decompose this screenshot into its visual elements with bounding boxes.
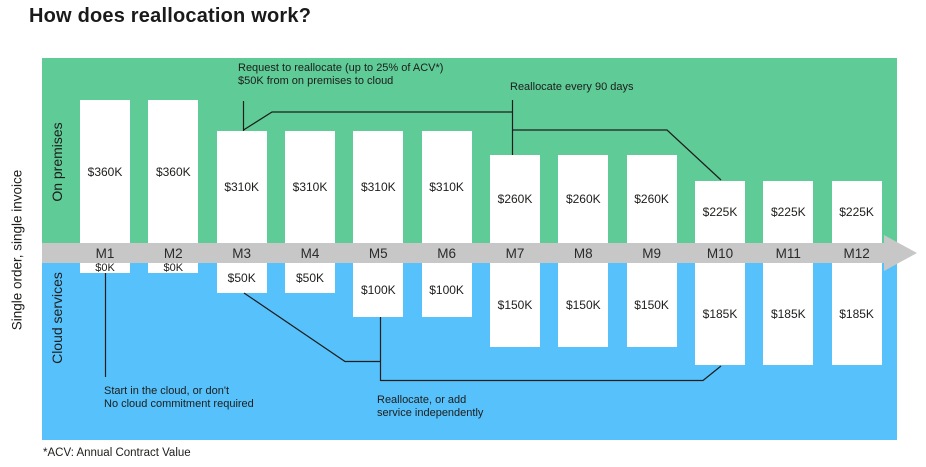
bar-value-label: $185K	[702, 307, 738, 321]
on-premises-bar-M8: $260K	[558, 155, 609, 243]
timeline-band	[42, 243, 884, 263]
annotation-reallocate-request: Request to reallocate (up to 25% of ACV*…	[238, 62, 443, 88]
on-premises-bar-M7: $260K	[490, 155, 540, 243]
cloud-bar-M9: $150K	[626, 263, 677, 347]
cloud-bar-M6: $100K	[421, 263, 472, 317]
cloud-bar-M11: $185K	[763, 263, 814, 365]
month-label-M12: M12	[843, 245, 870, 261]
single-order-label: Single order, single invoice	[9, 169, 25, 331]
on-premises-bar-M3: $310K	[216, 131, 267, 243]
on-premises-bar-M4: $310K	[285, 131, 335, 243]
on-premises-bar-M9: $260K	[626, 155, 677, 243]
bar-value-label: $260K	[497, 192, 533, 206]
bar-value-label: $100K	[429, 283, 464, 297]
annotation-line: Reallocate, or add	[377, 394, 467, 406]
bar-value-label: $0K	[163, 262, 184, 274]
annotation-line: service independently	[377, 407, 484, 419]
month-label-M10: M10	[706, 245, 734, 261]
bar-value-label: $310K	[360, 180, 396, 194]
bar-value-label: $150K	[565, 298, 601, 312]
bar-value-label: $310K	[224, 180, 260, 194]
on-premises-bar-M6: $310K	[421, 131, 472, 243]
month-label-M5: M5	[368, 245, 388, 261]
on-premises-bar-M2: $360K	[148, 100, 199, 243]
cloud-bar-M5: $100K	[353, 263, 404, 317]
bar-value-label: $360K	[87, 164, 123, 179]
bar-value-label: $310K	[429, 180, 464, 194]
bar-value-label: $185K	[839, 307, 874, 321]
bar-value-label: $0K	[95, 262, 115, 274]
cloud-bar-M8: $150K	[558, 263, 609, 347]
bar-value-label: $225K	[839, 205, 874, 219]
month-label-M8: M8	[573, 245, 593, 261]
bar-value-label: $50K	[227, 271, 256, 285]
bar-value-label: $100K	[360, 283, 396, 297]
annotation-start-in-cloud: Start in the cloud, or don't No cloud co…	[104, 385, 254, 411]
bar-value-label: $185K	[770, 307, 806, 321]
bar-value-label: $150K	[634, 298, 669, 312]
annotation-reallocate-or-add: Reallocate, or add service independently	[377, 394, 483, 420]
bar-value-label: $225K	[770, 205, 806, 219]
on-premises-bar-M1: $360K	[80, 100, 130, 243]
month-label-M2: M2	[163, 245, 183, 261]
bar-value-label: $260K	[565, 192, 601, 206]
month-label-M9: M9	[642, 245, 661, 261]
cloud-bar-M7: $150K	[490, 263, 540, 347]
cloud-bar-M1: $0K	[80, 262, 130, 274]
annotation-reallocate-every-90-days: Reallocate every 90 days	[510, 81, 634, 93]
cloud-bar-M3: $50K	[216, 263, 267, 293]
on-premises-bar-M10: $225K	[695, 181, 745, 243]
month-label-M3: M3	[232, 245, 252, 261]
cloud-bar-M12: $185K	[831, 263, 882, 365]
on-premises-label: On premises	[49, 122, 65, 202]
bar-value-label: $50K	[295, 271, 325, 285]
month-label-M11: M11	[775, 245, 801, 261]
annotation-line: $50K from on premises to cloud	[238, 75, 394, 87]
annotation-line: No cloud commitment required	[104, 398, 254, 410]
timeline-arrowhead-icon	[884, 235, 917, 271]
on-premises-bar-M5: $310K	[353, 131, 404, 243]
month-label-M7: M7	[505, 245, 525, 261]
annotation-line: Start in the cloud, or don't	[104, 385, 230, 397]
bar-value-label: $225K	[702, 205, 738, 219]
acv-footnote: *ACV: Annual Contract Value	[43, 447, 191, 459]
cloud-services-label: Cloud services	[49, 272, 65, 364]
on-premises-bar-M12: $225K	[831, 181, 882, 243]
on-premises-bar-M11: $225K	[763, 181, 814, 243]
cloud-bar-M4: $50K	[285, 263, 335, 293]
bar-value-label: $360K	[155, 164, 191, 179]
month-label-M6: M6	[437, 245, 456, 261]
month-label-M1: M1	[95, 245, 115, 261]
bar-value-label: $310K	[292, 180, 328, 194]
month-label-M4: M4	[300, 245, 320, 261]
cloud-bar-M2: $0K	[148, 262, 199, 274]
page-title: How does reallocation work?	[29, 5, 312, 27]
annotation-line: Request to reallocate (up to 25% of ACV*…	[238, 62, 444, 74]
cloud-bar-M10: $185K	[695, 263, 745, 365]
bar-value-label: $150K	[497, 298, 533, 312]
bar-value-label: $260K	[634, 192, 669, 206]
